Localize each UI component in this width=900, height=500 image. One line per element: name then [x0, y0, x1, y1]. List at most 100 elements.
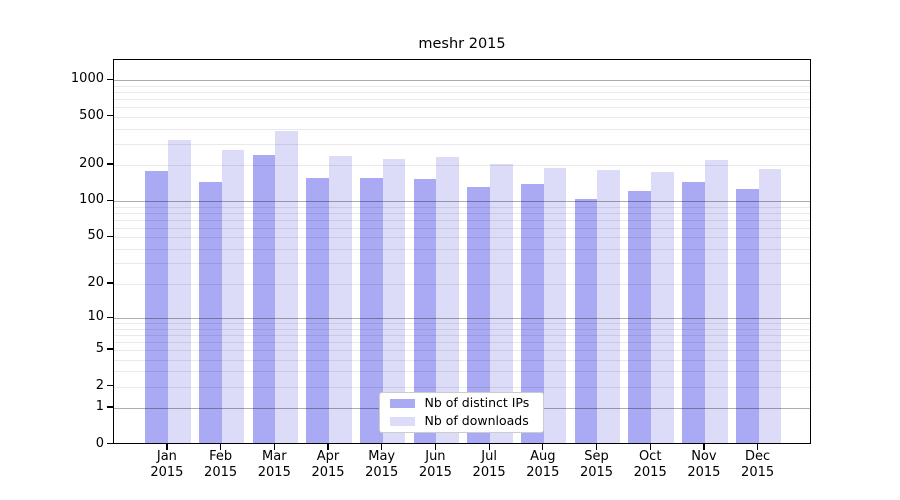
y-tick-label-20: 20: [87, 275, 104, 290]
x-tick-mark-nov: [703, 443, 705, 450]
gridline-minor-3: [114, 371, 810, 373]
gridline-minor-900: [114, 85, 810, 87]
gridline-minor-700: [114, 99, 810, 100]
gridlines-layer: [114, 60, 810, 443]
gridline-minor-300: [114, 143, 810, 145]
x-tick-label-apr: Apr 2015: [311, 449, 345, 480]
x-tick-mark-oct: [649, 443, 651, 450]
x-tick-mark-may: [381, 443, 383, 450]
x-tick-label-sep: Sep 2015: [579, 449, 614, 480]
bar-downloads-jul: [490, 164, 513, 443]
gridline-minor-70: [114, 219, 810, 221]
chart-title: meshr 2015: [418, 36, 506, 52]
legend: Nb of distinct IPs Nb of downloads: [378, 391, 544, 433]
x-tick-mark-jul: [488, 443, 490, 450]
y-tick-mark-2: [106, 385, 114, 387]
gridline-minor-20: [114, 284, 810, 285]
x-tick-label-jun: Jun 2015: [418, 449, 452, 480]
x-tick-mark-jan: [166, 443, 168, 450]
y-tick-label-500: 500: [79, 107, 104, 123]
gridline-major-100: [114, 201, 810, 203]
bar-ips-jan: [145, 171, 168, 443]
x-tick-label-dec: Dec 2015: [741, 449, 775, 480]
bar-ips-mar: [252, 155, 276, 443]
x-tick-mark-jun: [434, 443, 437, 450]
y-tick-mark-20: [106, 282, 114, 284]
y-tick-mark-5: [106, 348, 114, 350]
plot-area: [113, 59, 811, 444]
gridline-minor-600: [114, 107, 810, 109]
bar-downloads-oct: [651, 172, 674, 443]
x-tick-mark-aug: [542, 443, 544, 450]
x-tick-label-aug: Aug 2015: [526, 449, 560, 480]
gridline-minor-500: [114, 116, 810, 118]
x-tick-label-jan: Jan 2015: [150, 449, 184, 480]
bar-ips-dec: [735, 188, 759, 443]
x-tick-mark-sep: [595, 443, 598, 450]
bar-downloads-sep: [597, 169, 621, 443]
gridline-minor-7: [114, 334, 810, 336]
y-tick-label-50: 50: [87, 228, 104, 244]
y-tick-mark-200: [106, 163, 114, 165]
y-tick-label-10: 10: [87, 309, 104, 325]
gridline-minor-400: [114, 128, 810, 130]
bar-downloads-dec: [758, 169, 782, 443]
gridline-minor-80: [114, 212, 810, 214]
gridline-minor-60: [114, 227, 810, 229]
y-tick-label-5: 5: [95, 341, 104, 356]
bar-downloads-nov: [704, 159, 728, 443]
bar-downloads-jun: [436, 156, 460, 443]
gridline-minor-200: [114, 164, 810, 166]
y-tick-label-200: 200: [79, 155, 104, 171]
gridline-minor-90: [114, 206, 810, 208]
x-tick-mark-feb: [220, 443, 222, 450]
y-tick-mark-50: [106, 235, 114, 237]
gridline-minor-2: [114, 386, 810, 388]
legend-label-distinct-ips: Nb of distinct IPs: [424, 395, 530, 410]
x-tick-label-mar: Mar 2015: [257, 449, 291, 480]
legend-entry-downloads: Nb of downloads: [389, 413, 543, 428]
y-tick-mark-10: [106, 316, 114, 318]
bar-ips-nov: [682, 182, 705, 443]
bar-ips-apr: [306, 177, 329, 443]
y-tick-mark-500: [106, 115, 114, 117]
gridline-major-10: [114, 318, 810, 320]
legend-swatch-downloads: [389, 416, 415, 426]
gridline-major-1000: [114, 80, 810, 82]
x-tick-label-oct: Oct 2015: [633, 449, 667, 480]
x-tick-label-nov: Nov 2015: [687, 449, 721, 480]
y-tick-label-0: 0: [95, 435, 104, 451]
legend-entry-distinct-ips: Nb of distinct IPs: [389, 395, 543, 410]
gridline-minor-5: [114, 350, 810, 351]
x-tick-mark-apr: [327, 443, 329, 450]
legend-label-downloads: Nb of downloads: [424, 413, 529, 428]
y-tick-label-1000: 1000: [70, 71, 104, 87]
bar-ips-oct: [628, 191, 652, 443]
gridline-minor-50: [114, 237, 810, 239]
gridline-minor-8: [114, 328, 810, 330]
gridline-minor-30: [114, 263, 810, 265]
gridline-minor-9: [114, 323, 810, 325]
bar-downloads-jan: [167, 140, 191, 443]
x-tick-label-may: May 2015: [365, 449, 399, 480]
gridline-minor-40: [114, 248, 810, 250]
bar-ips-may: [359, 178, 383, 443]
gridline-minor-4: [114, 359, 810, 361]
bar-ips-jun: [413, 179, 437, 443]
x-tick-label-feb: Feb 2015: [204, 449, 238, 480]
gridline-minor-800: [114, 92, 810, 93]
y-tick-label-1: 1: [95, 399, 104, 414]
bar-ips-sep: [574, 198, 598, 443]
y-tick-label-100: 100: [79, 192, 104, 208]
bar-downloads-apr: [328, 155, 352, 443]
bar-downloads-mar: [275, 131, 298, 443]
bars-layer: [114, 60, 810, 443]
x-tick-mark-dec: [757, 443, 759, 450]
y-tick-label-2: 2: [95, 377, 104, 393]
bar-downloads-feb: [221, 150, 245, 443]
x-tick-label-jul: Jul 2015: [472, 449, 506, 480]
legend-swatch-distinct-ips: [389, 398, 415, 408]
bar-ips-jul: [467, 186, 491, 443]
bar-downloads-may: [382, 159, 406, 443]
